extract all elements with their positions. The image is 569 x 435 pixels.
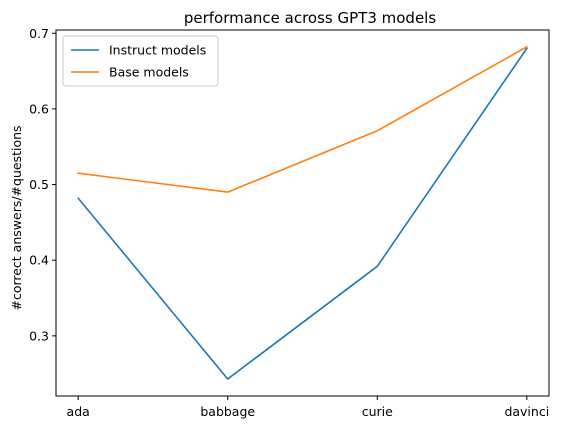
legend: Instruct models Base models xyxy=(62,35,219,87)
series-line-instruct-models xyxy=(77,47,528,380)
x-tick-label: ada xyxy=(67,404,90,419)
y-tick-label: 0.3 xyxy=(29,328,49,343)
y-tick-label: 0.7 xyxy=(29,26,49,41)
series-line-base-models xyxy=(77,45,528,193)
plot-area: 0.3 0.4 0.5 0.6 0.7 ada babbage curie davinci xyxy=(29,26,550,419)
legend-box xyxy=(62,35,219,87)
x-tick-label: davinci xyxy=(504,404,549,419)
legend-label: Base models xyxy=(109,65,189,80)
y-axis-label: #correct answers/#questions xyxy=(9,125,24,310)
x-tick-label: babbage xyxy=(200,404,255,419)
chart-title: performance across GPT3 models xyxy=(184,9,437,27)
y-tick-label: 0.6 xyxy=(29,101,49,116)
legend-label: Instruct models xyxy=(109,43,206,58)
y-tick-label: 0.5 xyxy=(29,177,49,192)
y-tick-label: 0.4 xyxy=(29,253,49,268)
x-tick-label: curie xyxy=(362,404,393,419)
axes-frame xyxy=(55,29,550,397)
